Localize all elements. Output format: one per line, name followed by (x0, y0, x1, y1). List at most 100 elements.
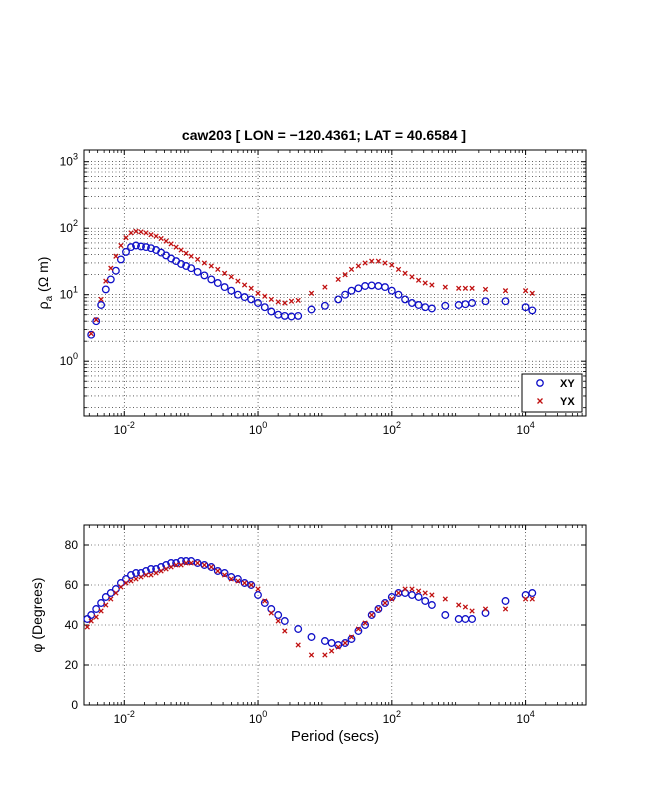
data-point-yx-22 (201, 260, 208, 266)
data-point-xy-35 (280, 617, 289, 625)
data-point-yx-43 (362, 260, 368, 266)
data-point-yx-16 (168, 241, 174, 247)
data-point-xy-24 (207, 563, 216, 571)
data-point-xy-5 (106, 589, 115, 597)
resistivity-grid (84, 150, 586, 416)
data-point-yx-30 (248, 582, 254, 588)
data-point-yx-14 (153, 570, 159, 576)
data-point-xy-47 (387, 286, 396, 295)
data-point-yx-3 (98, 608, 104, 614)
data-point-xy-53 (427, 304, 436, 313)
data-point-yx-41 (348, 266, 355, 273)
data-point-xy-40 (334, 641, 343, 649)
data-point-yx-6 (118, 242, 124, 249)
data-point-xy-62 (528, 589, 537, 597)
legend-box (521, 373, 583, 413)
data-point-xy-48 (387, 593, 396, 601)
data-point-xy-59 (501, 297, 510, 306)
data-point-yx-29 (248, 285, 254, 291)
data-point-yx-58 (469, 608, 475, 614)
data-point-yx-20 (183, 560, 189, 566)
data-point-xy-46 (374, 605, 383, 613)
data-point-yx-2 (93, 614, 99, 620)
legend-yx-cross-icon (537, 398, 543, 404)
data-point-xy-38 (320, 301, 329, 310)
data-point-yx-21 (194, 256, 201, 263)
data-point-yx-28 (235, 578, 241, 584)
data-point-yx-39 (328, 648, 335, 654)
data-point-xy-26 (227, 286, 236, 295)
data-point-xy-37 (307, 305, 316, 314)
data-point-xy-54 (441, 301, 450, 310)
data-point-yx-53 (422, 590, 428, 596)
data-point-xy-20 (187, 264, 196, 273)
data-point-yx-22 (194, 560, 201, 566)
series-yx (88, 228, 535, 337)
data-point-yx-19 (178, 562, 184, 568)
data-point-xy-54 (427, 601, 436, 609)
data-point-yx-10 (133, 576, 139, 582)
data-point-yx-57 (462, 604, 469, 610)
data-point-xy-48 (394, 290, 403, 299)
data-point-yx-5 (108, 596, 114, 602)
data-point-yx-52 (422, 280, 428, 286)
data-point-yx-54 (429, 592, 435, 598)
data-point-yx-50 (409, 274, 415, 280)
data-point-yx-40 (335, 644, 341, 650)
data-point-yx-27 (228, 576, 234, 582)
data-point-xy-43 (354, 627, 363, 635)
data-point-xy-23 (200, 561, 209, 569)
data-point-yx-49 (395, 590, 402, 596)
data-point-yx-4 (108, 265, 114, 271)
data-point-xy-13 (147, 565, 155, 573)
data-point-xy-40 (341, 290, 350, 299)
chart-title: caw203 [ LON = −120.4361; LAT = 40.6584 … (182, 127, 466, 143)
y-tick-label-3: 103 (60, 152, 78, 169)
data-point-yx-2 (98, 296, 104, 303)
data-point-yx-27 (235, 278, 241, 284)
data-point-xy-1 (92, 317, 101, 326)
data-point-yx-1 (93, 317, 99, 323)
data-point-yx-47 (389, 262, 395, 268)
data-point-xy-21 (193, 267, 202, 276)
data-point-yx-8 (128, 230, 134, 236)
data-point-yx-9 (133, 228, 139, 234)
data-point-yx-12 (143, 572, 149, 578)
data-point-yx-56 (462, 285, 469, 291)
data-point-xy-22 (200, 271, 209, 280)
data-point-yx-61 (529, 290, 535, 296)
data-point-xy-51 (414, 301, 423, 309)
data-point-yx-23 (201, 562, 208, 568)
data-point-xy-44 (361, 621, 370, 629)
data-point-xy-28 (233, 575, 242, 583)
data-point-yx-54 (442, 284, 448, 290)
data-point-xy-10 (132, 569, 140, 577)
x-tick-label-0: 10-2 (114, 709, 135, 726)
data-point-yx-61 (522, 596, 529, 602)
data-point-yx-12 (148, 232, 154, 238)
data-point-yx-1 (88, 618, 94, 624)
data-point-xy-3 (101, 285, 110, 294)
data-point-xy-22 (193, 559, 202, 567)
data-point-yx-20 (188, 253, 194, 259)
y-tick-label-1: 20 (65, 658, 79, 672)
data-point-yx-40 (342, 272, 348, 278)
data-point-yx-37 (308, 652, 315, 658)
data-point-xy-45 (367, 611, 376, 619)
data-point-xy-29 (247, 295, 256, 304)
data-point-yx-56 (456, 602, 462, 608)
data-point-yx-38 (322, 652, 328, 658)
data-point-xy-31 (254, 591, 262, 599)
x-tick-label-1: 100 (249, 709, 267, 726)
y-tick-label-2: 102 (60, 218, 78, 235)
data-point-yx-0 (84, 624, 90, 630)
data-point-yx-8 (123, 580, 129, 586)
data-point-yx-44 (362, 620, 368, 626)
data-point-xy-58 (481, 297, 490, 306)
data-point-yx-34 (282, 300, 288, 306)
data-point-yx-15 (158, 568, 164, 574)
data-point-xy-30 (254, 299, 262, 307)
data-point-yx-17 (168, 564, 174, 570)
x-tick-label-3: 104 (516, 420, 534, 437)
